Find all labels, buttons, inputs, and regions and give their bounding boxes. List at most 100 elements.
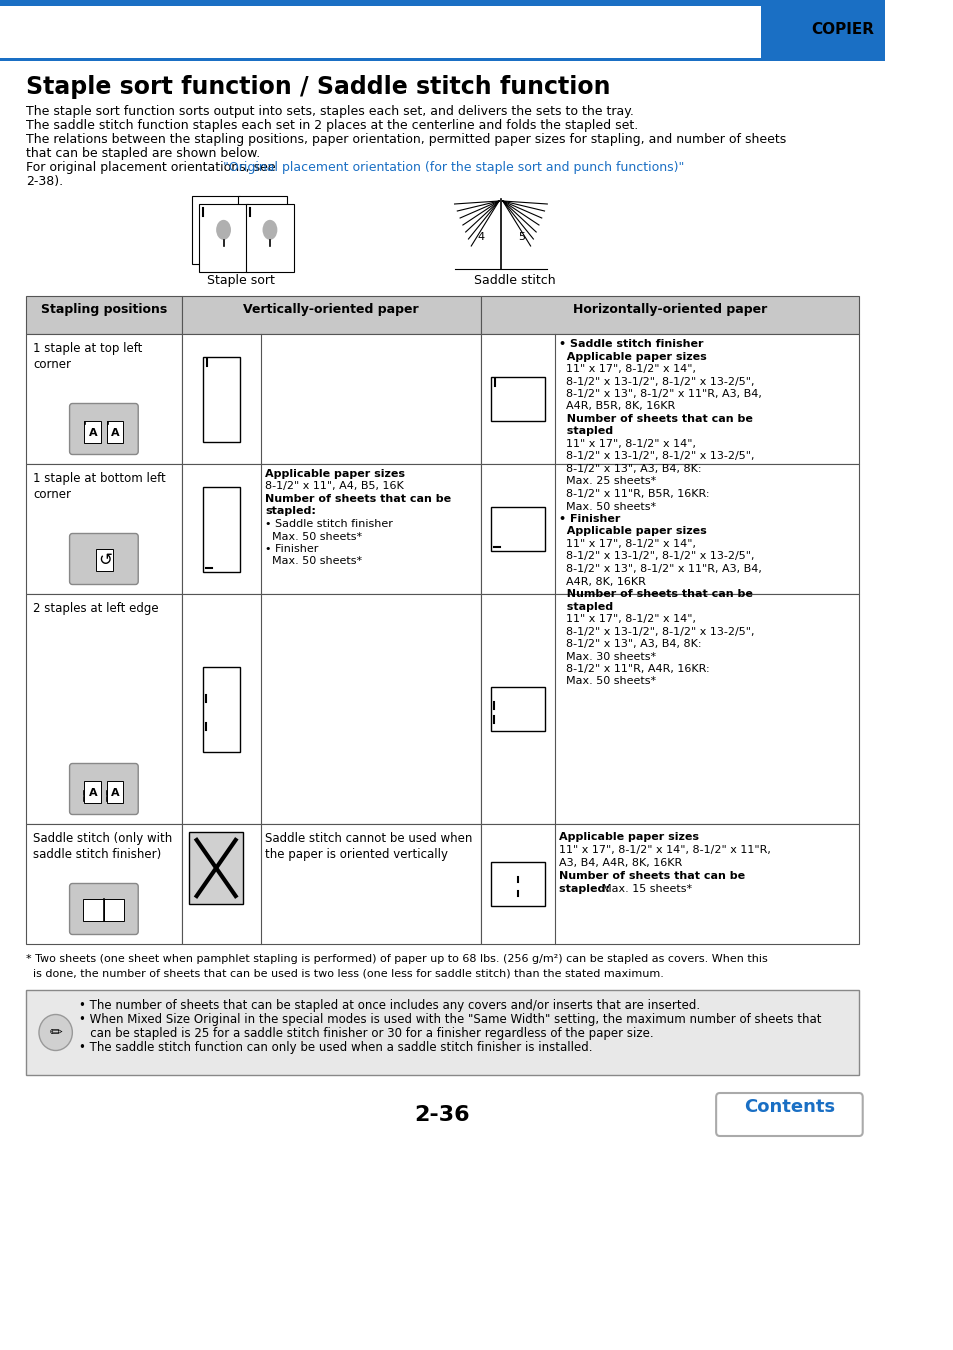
Bar [192,196,240,265]
Text: 2-36: 2-36 [415,1106,470,1125]
Text: 8-1/2" x 11"R, B5R, 16KR:: 8-1/2" x 11"R, B5R, 16KR: [558,489,709,500]
Text: Staple sort: Staple sort [207,274,274,288]
Bar [182,824,480,944]
Text: Stapling positions: Stapling positions [41,302,167,316]
Text: 8-1/2" x 11", A4, B5, 16K: 8-1/2" x 11", A4, B5, 16K [265,482,404,491]
Bar [0,0,884,5]
Bar [96,549,113,571]
Bar [26,464,182,594]
Text: Staple sort function / Saddle stitch function: Staple sort function / Saddle stitch fun… [26,76,610,99]
Text: 4: 4 [476,232,483,243]
Text: Applicable paper sizes: Applicable paper sizes [265,468,405,479]
Text: stapled: stapled [558,427,613,436]
Text: • Saddle stitch finisher: • Saddle stitch finisher [265,518,393,529]
Text: • Saddle stitch finisher: • Saddle stitch finisher [558,339,703,350]
Bar [84,421,101,443]
Bar [490,687,544,730]
Text: A: A [111,788,119,798]
Text: A: A [89,428,97,437]
Text: • Finisher: • Finisher [265,544,318,554]
Text: Max. 30 sheets*: Max. 30 sheets* [558,652,656,662]
Text: 1 staple at bottom left
corner: 1 staple at bottom left corner [33,472,166,501]
Text: "Original placement orientation (for the staple sort and punch functions)": "Original placement orientation (for the… [223,161,683,174]
Ellipse shape [262,220,277,240]
Text: 1 staple at top left
corner: 1 staple at top left corner [33,342,143,371]
Bar [84,899,104,921]
Text: 8-1/2" x 13", 8-1/2" x 11"R, A3, B4,: 8-1/2" x 13", 8-1/2" x 11"R, A3, B4, [558,389,761,400]
Text: 5: 5 [517,232,524,243]
Bar [480,333,858,464]
Text: 8-1/2" x 13", 8-1/2" x 11"R, A3, B4,: 8-1/2" x 13", 8-1/2" x 11"R, A3, B4, [558,564,761,574]
Bar [182,333,480,464]
Text: Contents: Contents [743,1099,834,1116]
Bar [26,594,182,824]
Text: A: A [111,428,119,437]
Text: stapled: stapled [558,602,613,612]
Text: Saddle stitch: Saddle stitch [474,274,555,288]
Text: Applicable paper sizes: Applicable paper sizes [558,526,706,536]
Text: 8-1/2" x 11"R, A4R, 16KR:: 8-1/2" x 11"R, A4R, 16KR: [558,664,709,674]
Bar [199,204,248,271]
Text: A: A [89,788,97,798]
Bar [202,667,239,752]
Text: For original placement orientations, see: For original placement orientations, see [26,161,279,174]
Text: 8-1/2" x 13-1/2", 8-1/2" x 13-2/5",: 8-1/2" x 13-1/2", 8-1/2" x 13-2/5", [558,626,754,636]
Bar [26,990,858,1075]
Text: The relations between the stapling positions, paper orientation, permitted paper: The relations between the stapling posit… [26,134,785,146]
Bar [26,296,182,333]
Bar [182,594,480,824]
Text: Max. 50 sheets*: Max. 50 sheets* [558,501,656,512]
Text: 8-1/2" x 13-1/2", 8-1/2" x 13-2/5",: 8-1/2" x 13-1/2", 8-1/2" x 13-2/5", [558,451,754,462]
Text: stapled:: stapled: [265,506,315,517]
Bar [480,824,858,944]
Bar [107,782,123,803]
Text: Horizontally-oriented paper: Horizontally-oriented paper [572,302,766,316]
Text: • The number of sheets that can be stapled at once includes any covers and/or in: • The number of sheets that can be stapl… [79,999,700,1012]
Bar [189,832,243,905]
Text: Max. 50 sheets*: Max. 50 sheets* [558,676,656,687]
Text: Max. 25 sheets*: Max. 25 sheets* [558,477,656,486]
Text: Number of sheets that can be: Number of sheets that can be [558,589,753,599]
Bar [202,356,239,441]
Bar [246,204,294,271]
FancyBboxPatch shape [70,533,138,585]
Text: Max. 50 sheets*: Max. 50 sheets* [265,556,362,567]
Bar [480,464,858,594]
Bar [490,508,544,551]
Bar [26,824,182,944]
Text: 8-1/2" x 13-1/2", 8-1/2" x 13-2/5",: 8-1/2" x 13-1/2", 8-1/2" x 13-2/5", [558,377,754,386]
Text: 2-38).: 2-38). [26,176,63,188]
FancyBboxPatch shape [70,764,138,814]
Text: 11" x 17", 8-1/2" x 14",: 11" x 17", 8-1/2" x 14", [558,364,696,374]
Text: 8-1/2" x 13-1/2", 8-1/2" x 13-2/5",: 8-1/2" x 13-1/2", 8-1/2" x 13-2/5", [558,552,754,562]
Text: A3, B4, A4R, 8K, 16KR: A3, B4, A4R, 8K, 16KR [558,859,682,868]
Text: Max. 50 sheets*: Max. 50 sheets* [265,532,362,541]
Text: Saddle stitch cannot be used when
the paper is oriented vertically: Saddle stitch cannot be used when the pa… [265,832,472,861]
Bar [480,296,858,333]
Bar [0,58,884,61]
Text: 11" x 17", 8-1/2" x 14",: 11" x 17", 8-1/2" x 14", [558,614,696,624]
Text: that can be stapled are shown below.: that can be stapled are shown below. [26,147,260,161]
Text: A4R, B5R, 8K, 16KR: A4R, B5R, 8K, 16KR [558,401,675,412]
Text: 2 staples at left edge: 2 staples at left edge [33,602,159,616]
Text: stapled:: stapled: [558,884,614,894]
Text: * Two sheets (one sheet when pamphlet stapling is performed) of paper up to 68 l: * Two sheets (one sheet when pamphlet st… [26,954,767,964]
Bar [202,486,239,571]
Text: Max. 15 sheets*: Max. 15 sheets* [601,884,692,894]
Circle shape [39,1014,72,1050]
Text: 11" x 17", 8-1/2" x 14",: 11" x 17", 8-1/2" x 14", [558,539,696,549]
Bar [182,464,480,594]
Text: Applicable paper sizes: Applicable paper sizes [558,832,699,842]
Text: 11" x 17", 8-1/2" x 14", 8-1/2" x 11"R,: 11" x 17", 8-1/2" x 14", 8-1/2" x 11"R, [558,845,770,855]
Bar [480,594,858,824]
Text: is done, the number of sheets that can be used is two less (one less for saddle : is done, the number of sheets that can b… [26,968,663,977]
Text: A4R, 8K, 16KR: A4R, 8K, 16KR [558,576,645,586]
FancyBboxPatch shape [70,883,138,934]
Bar [182,296,480,333]
Bar [26,333,182,464]
Bar [760,0,884,58]
Text: The staple sort function sorts output into sets, staples each set, and delivers : The staple sort function sorts output in… [26,105,633,117]
Text: • The saddle stitch function can only be used when a saddle stitch finisher is i: • The saddle stitch function can only be… [79,1041,592,1054]
Bar [104,899,124,921]
Text: 8-1/2" x 13", A3, B4, 8K:: 8-1/2" x 13", A3, B4, 8K: [558,639,701,649]
